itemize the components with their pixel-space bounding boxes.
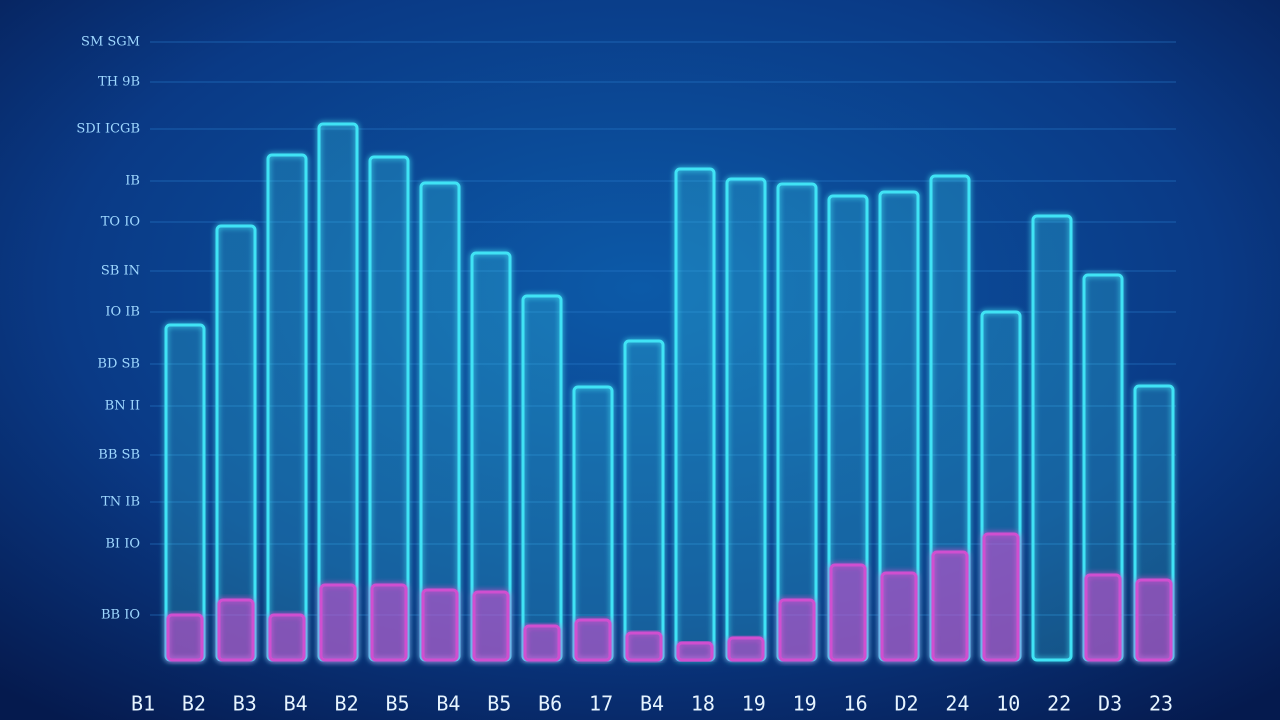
y-tick-label: BD SB [97,357,140,372]
x-tick-label: B4 [640,692,664,716]
x-tick-label: D2 [894,692,918,716]
bar [982,532,1020,662]
bar [317,122,359,662]
bar [164,323,206,662]
labels: SM SGM TH 9B SDI ICGB IB TO IO SB IN IO IB BD S… [76,35,1173,716]
bar [421,588,459,662]
bar [1135,578,1173,662]
bar [625,631,663,662]
y-tick-label: IO IB [105,305,140,320]
x-tick-label: B2 [182,692,206,716]
bar [880,571,918,662]
x-tick-label: B4 [436,692,460,716]
bar [829,563,867,662]
bar [268,613,306,662]
bar [319,583,357,662]
bar [370,583,408,662]
bar [1031,214,1073,662]
bar [521,294,563,662]
x-tick-label: B4 [284,692,308,716]
bar [623,339,665,662]
x-tick-label: 16 [844,692,868,716]
bar [931,550,969,662]
y-tick-label: SM SGM [81,35,140,50]
y-tick-label: SDI ICGB [76,122,140,137]
bar [776,182,818,662]
y-tick-label: BI IO [105,537,140,552]
y-tick-label: SB IN [101,264,140,279]
x-tick-label: B3 [233,692,257,716]
y-tick-label: BN II [105,399,140,414]
bar [472,590,510,662]
bar [778,598,816,662]
x-tick-label: B5 [487,692,511,716]
x-tick-label: B2 [335,692,359,716]
x-tick-label: D3 [1098,692,1122,716]
y-tick-label: TO IO [101,215,140,230]
bar [266,153,308,662]
x-tick-label: B5 [385,692,409,716]
bar [727,636,765,662]
x-tick-label: B1 [131,692,155,716]
bars [164,122,1175,662]
x-tick-label: 19 [742,692,766,716]
y-tick-label: TH 9B [98,75,140,90]
x-tick-label: 10 [996,692,1020,716]
bar [1084,573,1122,662]
x-tick-label: 19 [793,692,817,716]
x-tick-label: 17 [589,692,613,716]
y-tick-label: BB IO [101,608,140,623]
x-tick-label: 23 [1149,692,1173,716]
x-tick-label: B6 [538,692,562,716]
bar [166,613,204,662]
y-tick-label: TN IB [101,495,140,510]
bar [674,167,716,662]
bar [215,224,257,662]
bar [574,618,612,662]
bar [419,181,461,662]
bar [217,598,255,662]
bar [725,177,767,662]
bar [676,641,714,662]
x-tick-label: 24 [945,692,969,716]
y-tick-label: BB SB [98,448,140,463]
x-tick-label: 18 [691,692,715,716]
x-tick-label: 22 [1047,692,1071,716]
y-tick-label: IB [125,174,140,189]
bar [523,624,561,662]
